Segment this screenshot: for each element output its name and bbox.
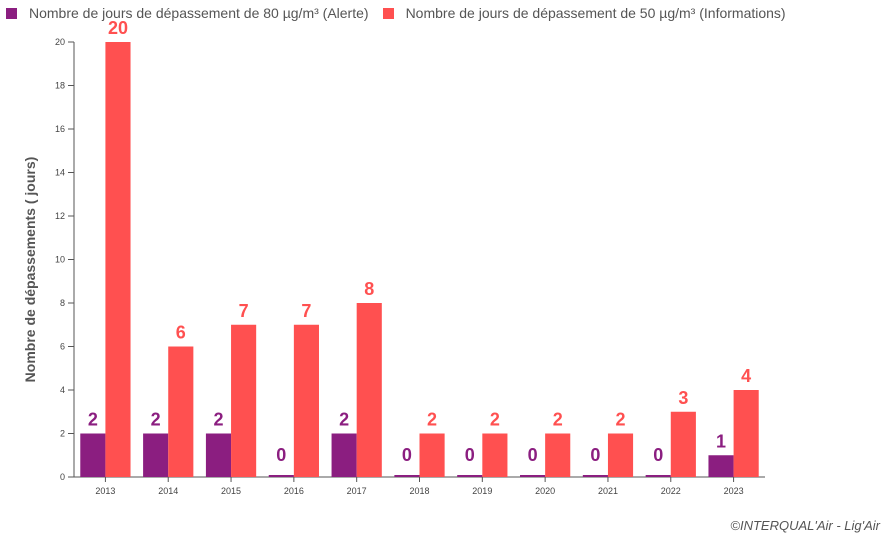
- x-tick-label: 2022: [661, 486, 681, 496]
- bar-info: [105, 42, 131, 477]
- credit-text: ©INTERQUAL'Air - Lig'Air: [730, 518, 880, 533]
- legend-label-info: Nombre de jours de dépassement de 50 µg/…: [405, 5, 786, 21]
- y-tick-label: 0: [60, 472, 65, 482]
- x-tick-label: 2018: [409, 486, 429, 496]
- data-label-alert: 0: [590, 445, 600, 465]
- x-tick-label: 2015: [221, 486, 241, 496]
- bar-info: [293, 324, 319, 477]
- x-tick-label: 2019: [472, 486, 492, 496]
- legend-label-alert: Nombre de jours de dépassement de 80 µg/…: [29, 5, 369, 21]
- data-label-info: 20: [108, 18, 128, 38]
- bar-alert: [582, 475, 608, 477]
- data-label-alert: 0: [276, 445, 286, 465]
- data-label-alert: 2: [88, 410, 98, 430]
- legend-swatch-info: [382, 7, 394, 19]
- data-label-info: 2: [616, 410, 626, 430]
- legend-item-alert[interactable]: Nombre de jours de dépassement de 80 µg/…: [6, 5, 369, 21]
- y-tick-label: 18: [55, 81, 65, 91]
- y-tick-label: 12: [55, 211, 65, 221]
- y-tick-label: 8: [60, 298, 65, 308]
- x-tick-label: 2021: [598, 486, 618, 496]
- x-tick-label: 2014: [158, 486, 178, 496]
- bar-alert: [457, 475, 483, 477]
- data-label-info: 8: [364, 279, 374, 299]
- data-label-info: 6: [176, 323, 186, 343]
- bar-alert: [520, 475, 546, 477]
- bar-info: [607, 433, 634, 477]
- data-label-info: 2: [490, 410, 500, 430]
- bar-info: [168, 346, 194, 477]
- legend-swatch-alert: [6, 7, 17, 19]
- legend-item-info[interactable]: Nombre de jours de dépassement de 50 µg/…: [382, 5, 786, 21]
- y-tick-label: 4: [60, 385, 65, 395]
- bar-info: [231, 324, 257, 477]
- bar-alert: [205, 433, 232, 477]
- data-label-alert: 2: [151, 410, 161, 430]
- data-label-info: 2: [553, 410, 563, 430]
- data-label-info: 4: [741, 366, 751, 386]
- x-tick-label: 2020: [535, 486, 555, 496]
- bar-alert: [143, 433, 169, 477]
- bar-info: [670, 411, 696, 477]
- bar-info: [356, 303, 382, 477]
- data-label-alert: 0: [402, 445, 412, 465]
- data-label-info: 3: [678, 388, 688, 408]
- data-label-info: 2: [427, 410, 437, 430]
- data-label-alert: 0: [528, 445, 538, 465]
- bar-info: [482, 433, 508, 477]
- data-label-info: 7: [301, 301, 311, 321]
- y-axis-title: Nombre de dépassements ( jours): [22, 157, 38, 383]
- bar-alert: [331, 433, 357, 477]
- x-tick-label: 2013: [95, 486, 115, 496]
- y-tick-label: 16: [55, 124, 65, 134]
- y-tick-label: 10: [55, 255, 65, 265]
- bar-info: [733, 390, 759, 477]
- x-tick-label: 2017: [347, 486, 367, 496]
- x-tick-label: 2016: [284, 486, 304, 496]
- bar-info: [545, 433, 571, 477]
- data-label-alert: 2: [213, 410, 223, 430]
- bar-info: [419, 433, 445, 477]
- y-tick-label: 2: [60, 429, 65, 439]
- data-label-alert: 0: [653, 445, 663, 465]
- bar-alert: [645, 475, 671, 477]
- data-label-alert: 1: [716, 431, 726, 451]
- bar-alert: [268, 475, 294, 477]
- y-tick-label: 20: [55, 37, 65, 47]
- legend: Nombre de jours de dépassement de 80 µg/…: [6, 3, 800, 23]
- y-tick-label: 14: [55, 168, 65, 178]
- y-tick-label: 6: [60, 342, 65, 352]
- x-tick-label: 2023: [724, 486, 744, 496]
- data-label-info: 7: [239, 301, 249, 321]
- data-label-alert: 2: [339, 410, 349, 430]
- data-label-alert: 0: [465, 445, 475, 465]
- bar-alert: [80, 433, 106, 477]
- bar-alert: [394, 475, 420, 477]
- bar-alert: [708, 455, 734, 477]
